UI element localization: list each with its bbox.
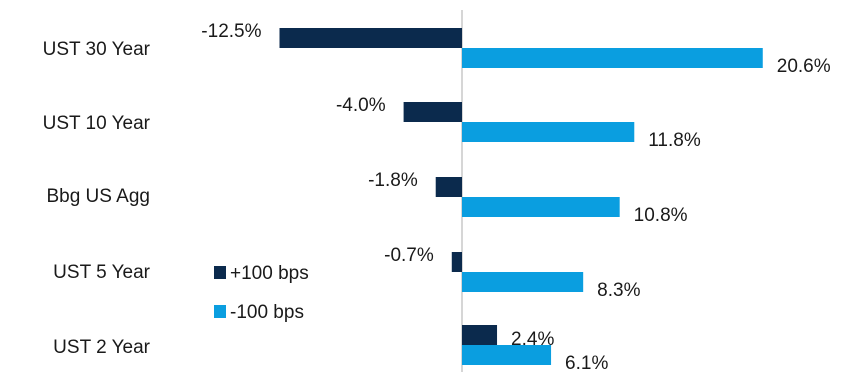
legend: +100 bps -100 bps bbox=[214, 263, 309, 323]
data-label: 11.8% bbox=[648, 130, 701, 151]
category-label: Bbg US Agg bbox=[46, 186, 150, 207]
bar bbox=[435, 177, 462, 197]
bar bbox=[462, 325, 498, 345]
legend-swatch-plus-100 bbox=[214, 266, 226, 279]
data-label: -0.7% bbox=[384, 245, 434, 266]
bar bbox=[462, 197, 620, 217]
category-labels: UST 30 Year UST 10 Year Bbg US Agg UST 5… bbox=[43, 39, 151, 358]
data-label: -1.8% bbox=[368, 170, 418, 191]
data-label: 8.3% bbox=[597, 280, 640, 301]
data-label: 6.1% bbox=[565, 353, 608, 374]
bar bbox=[279, 28, 462, 48]
bar bbox=[462, 345, 552, 365]
bar bbox=[462, 272, 584, 292]
data-label: 20.6% bbox=[777, 56, 831, 77]
legend-label-minus-100: -100 bps bbox=[230, 302, 304, 323]
legend-swatch-minus-100 bbox=[214, 305, 226, 318]
bar bbox=[403, 102, 462, 122]
data-label: 2.4% bbox=[511, 329, 554, 350]
data-label: 10.8% bbox=[634, 205, 688, 226]
data-label: -4.0% bbox=[336, 95, 386, 116]
category-label: UST 5 Year bbox=[53, 262, 151, 283]
category-label: UST 30 Year bbox=[43, 39, 151, 60]
bar bbox=[451, 252, 462, 272]
bar bbox=[462, 48, 763, 68]
data-label: -12.5% bbox=[201, 21, 261, 42]
category-label: UST 2 Year bbox=[53, 337, 151, 358]
category-label: UST 10 Year bbox=[43, 113, 151, 134]
bars-group: -12.5% 20.6% -4.0% 11.8% -1.8% 10.8% -0.7% 8.3%… bbox=[201, 21, 830, 374]
legend-label-plus-100: +100 bps bbox=[230, 263, 309, 284]
bar bbox=[462, 122, 635, 142]
